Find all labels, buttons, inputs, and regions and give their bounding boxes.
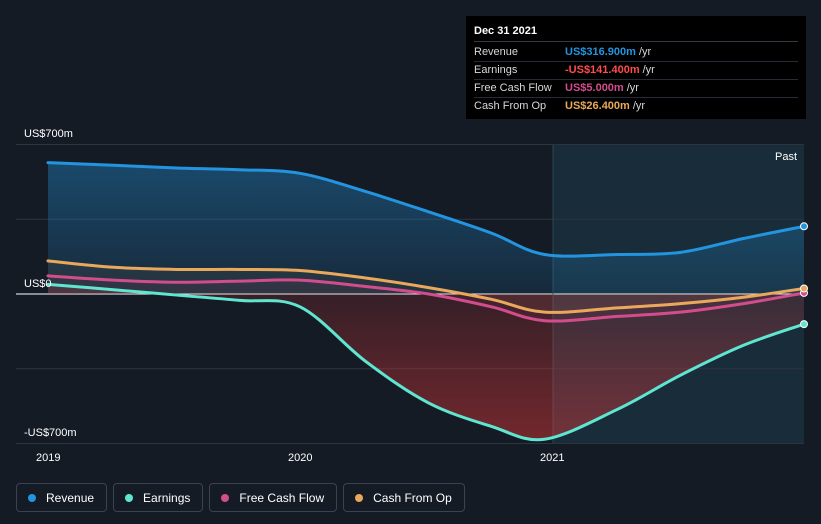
chart-legend: Revenue Earnings Free Cash Flow Cash Fro… <box>16 483 465 512</box>
legend-item-free-cash-flow[interactable]: Free Cash Flow <box>209 483 338 512</box>
tooltip-row-cfo: Cash From Op US$26.400m /yr <box>474 98 798 115</box>
tooltip-row-fcf: Free Cash Flow US$5.000m /yr <box>474 80 798 98</box>
tooltip-label: Earnings <box>474 64 518 76</box>
x-tick-label: 2019 <box>36 452 60 464</box>
legend-dot-icon <box>28 493 36 502</box>
x-tick-label: 2021 <box>540 452 564 464</box>
tooltip-date: Dec 31 2021 <box>474 24 798 42</box>
tooltip-unit: /yr <box>642 64 655 76</box>
tooltip-label: Cash From Op <box>474 100 547 112</box>
tooltip-unit: /yr <box>632 100 646 112</box>
cfo-area <box>48 260 804 313</box>
legend-item-revenue[interactable]: Revenue <box>16 483 108 512</box>
x-tick-label: 2020 <box>288 452 312 464</box>
tooltip-value: -US$141.400m <box>565 64 640 76</box>
cfo-end-marker[interactable] <box>800 284 808 293</box>
tooltip-label: Free Cash Flow <box>474 82 552 94</box>
tooltip-value: US$5.000m <box>565 82 624 94</box>
cfo-line <box>46 259 804 314</box>
revenue-line <box>46 161 804 258</box>
tooltip-value: US$316.900m <box>565 46 636 58</box>
y-tick-label: US$700m <box>24 128 73 140</box>
tooltip-value: US$26.400m <box>565 100 630 112</box>
legend-label: Earnings <box>143 490 191 505</box>
fcf-line <box>46 274 804 323</box>
tooltip-label: Revenue <box>474 46 519 58</box>
y-tick-label: -US$700m <box>24 427 77 439</box>
legend-label: Cash From Op <box>373 490 452 505</box>
legend-item-cash-from-op[interactable]: Cash From Op <box>343 483 465 512</box>
revenue-area <box>48 162 804 294</box>
y-tick-label: US$0 <box>24 278 52 290</box>
legend-label: Free Cash Flow <box>239 490 325 505</box>
past-label: Past <box>775 151 797 163</box>
legend-dot-icon <box>125 493 134 502</box>
tooltip-unit: /yr <box>626 82 639 94</box>
legend-label: Revenue <box>46 490 95 505</box>
legend-item-earnings[interactable]: Earnings <box>113 483 204 512</box>
tooltip-panel: Dec 31 2021 Revenue US$316.900m /yr Earn… <box>466 16 806 119</box>
earnings-area <box>48 284 804 440</box>
earnings-line <box>46 282 804 442</box>
legend-dot-icon <box>355 493 364 502</box>
tooltip-unit: /yr <box>638 46 652 58</box>
tooltip-row-earnings: Earnings -US$141.400m /yr <box>474 62 798 80</box>
earnings-end-marker[interactable] <box>800 320 808 329</box>
fcf-area <box>48 275 804 322</box>
tooltip-row-revenue: Revenue US$316.900m /yr <box>474 44 798 62</box>
revenue-end-marker[interactable] <box>800 222 808 231</box>
legend-dot-icon <box>221 493 230 502</box>
